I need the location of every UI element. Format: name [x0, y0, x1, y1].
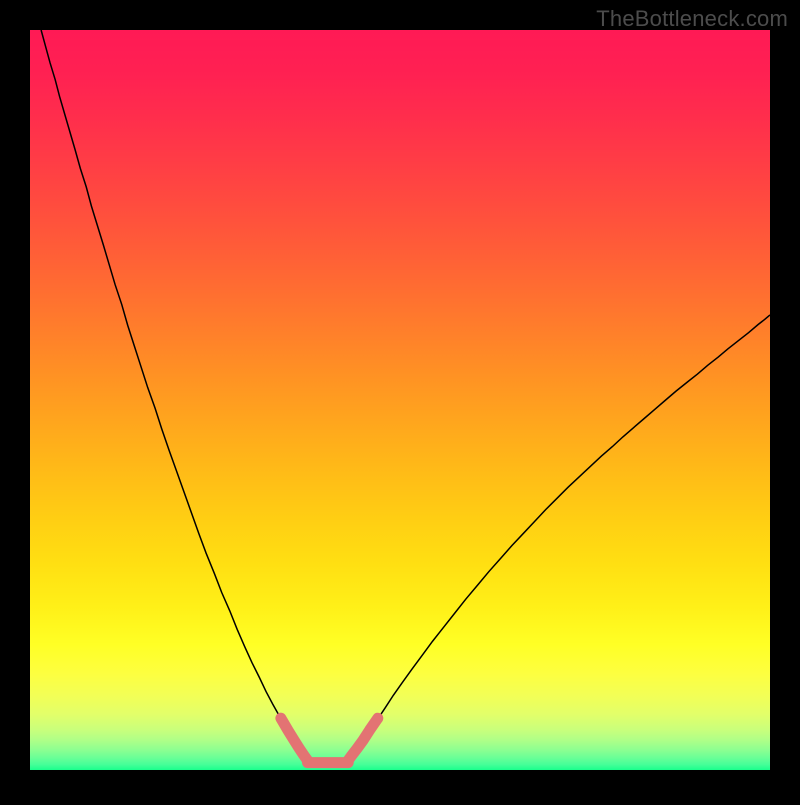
plot-background: [30, 30, 770, 770]
bottleneck-chart: [0, 0, 800, 800]
watermark-label: TheBottleneck.com: [596, 6, 788, 32]
